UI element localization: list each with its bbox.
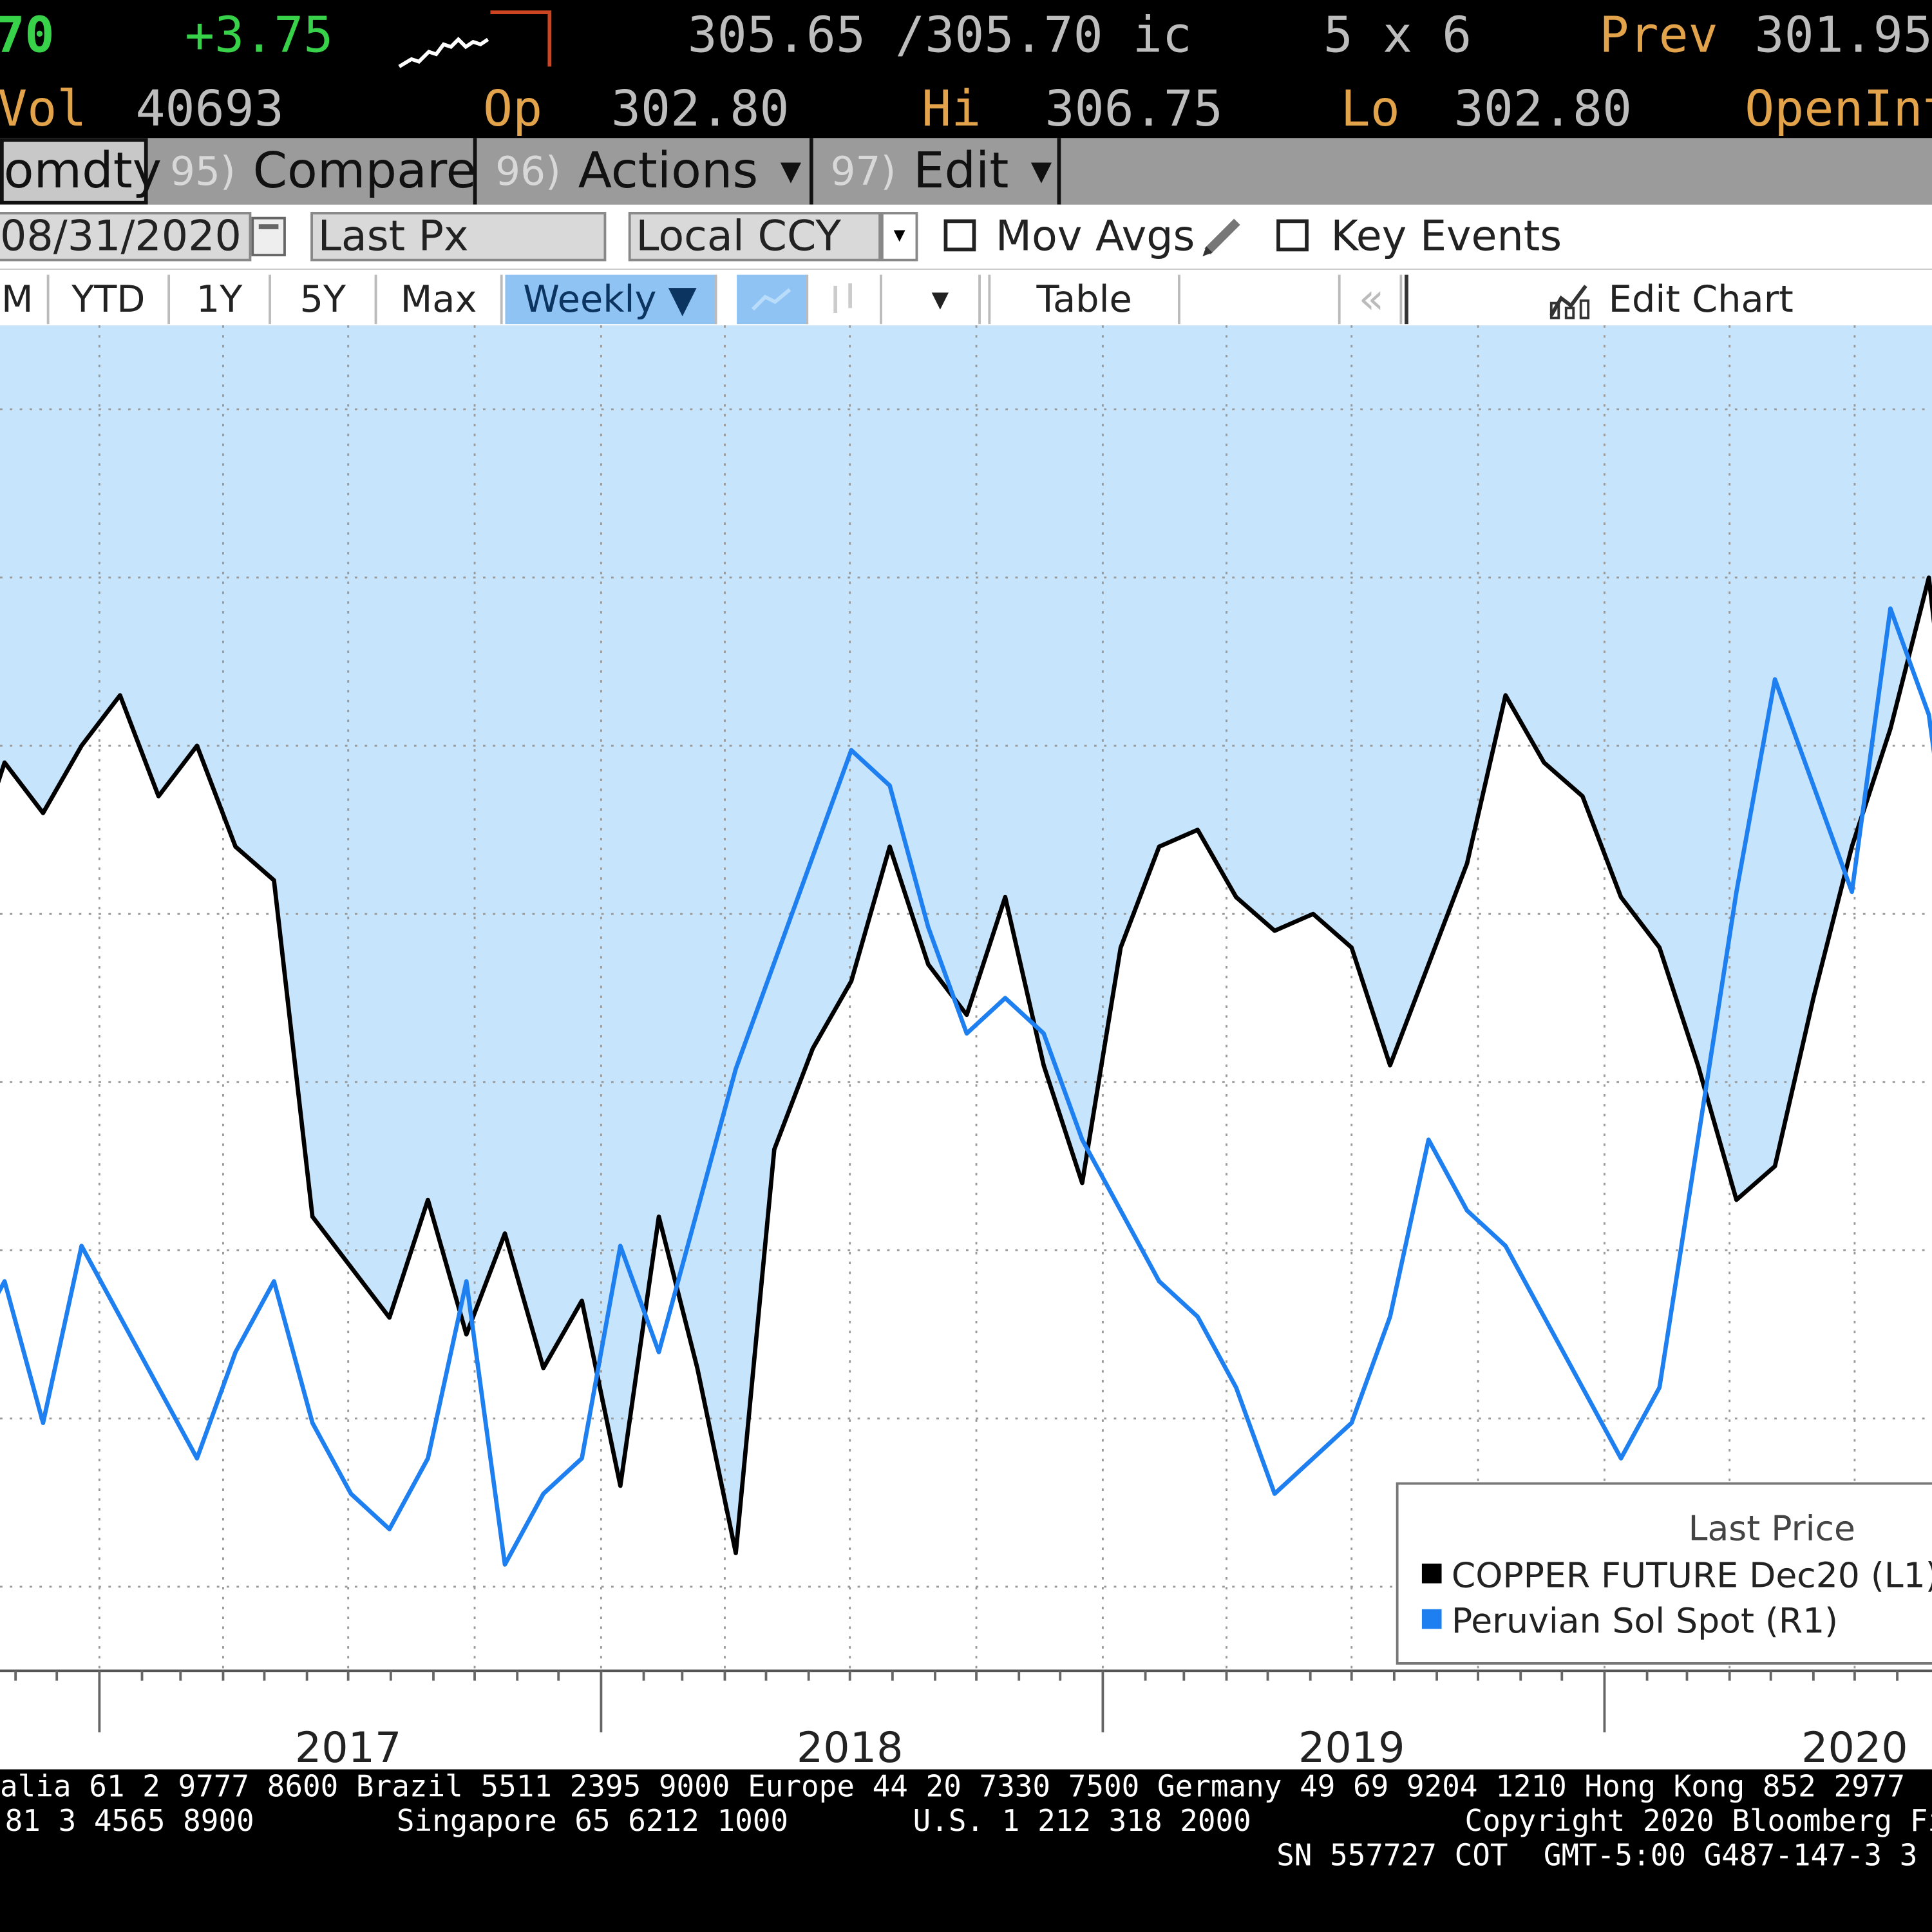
key-events-label: Key Events [1331,212,1562,261]
price-chart: 2017 2018 2019 2020 Last Price COPPER FUTUR… [0,325,1932,1770]
intraday-sparkline [398,10,552,68]
net-change: +3.75 [184,7,334,64]
mov-avgs-checkbox[interactable] [943,219,976,252]
date-field[interactable]: 08/31/2020 [0,212,252,261]
period-1y-button[interactable]: 1Y [170,274,271,325]
calendar-icon[interactable] [251,216,286,256]
edit-chart-icon [1550,285,1590,319]
table-button[interactable]: Table [988,274,1180,325]
period-5y-button[interactable]: 5Y [271,274,377,325]
security-tab-label: omdty [3,142,162,200]
x-axis-tick-label: 2019 [1298,1724,1405,1769]
legend-box [1396,1482,1932,1665]
high-label: Hi [922,81,981,138]
compare-button[interactable]: 95) Compare [170,138,477,204]
edit-number: 97) [830,147,896,195]
vol-label: Vol [0,81,87,138]
footer-session-info: SN 557727 COT GMT-5:00 G487-147-3 3 [1276,1838,1918,1873]
menu-divider [1057,138,1061,205]
period-ytd-button[interactable]: YTD [50,274,171,325]
period-max-button[interactable]: Max [377,274,503,325]
legend-swatch-sol [1421,1609,1442,1629]
compare-label: Compare [252,142,477,200]
prev-value: 301.95 [1754,7,1932,64]
x-axis-tick-label: 2018 [797,1724,904,1769]
gridlines [0,325,1932,1671]
actions-menu[interactable]: 96) Actions ▼ [495,138,801,204]
menu-divider [810,138,813,205]
blank-button [1180,274,1341,325]
currency-select[interactable]: Local CCY [628,212,881,261]
open-label: Op [482,81,543,138]
chevron-down-icon[interactable]: ▼ [880,212,918,261]
edit-chart-label: Edit Chart [1608,278,1794,321]
menu-divider [473,138,477,205]
x-axis: 2017 2018 2019 2020 [14,1671,1908,1769]
vol-value: 40693 [135,81,284,138]
x-axis-tick-label: 2020 [1801,1724,1908,1769]
low-value: 302.80 [1454,81,1633,138]
pencil-icon[interactable] [1200,214,1245,259]
key-events-checkbox[interactable] [1276,219,1309,252]
line-chart-icon[interactable] [737,274,809,325]
bar-chart-icon[interactable] [808,274,882,325]
period-bar: M YTD 1Y 5Y Max Weekly ▼ ▼ Table « Edit … [0,269,1932,327]
edit-menu[interactable]: 97) Edit ▼ [831,138,1052,204]
mov-avgs-label: Mov Avgs [995,212,1195,261]
last-price: 70 [0,7,55,64]
compare-number: 95) [170,147,236,195]
actions-number: 96) [495,147,561,195]
prev-label: Prev [1599,7,1718,64]
price-field-select[interactable]: Last Px [310,212,607,261]
x-axis-tick-label: 2017 [295,1724,402,1769]
settings-bar: 08/31/2020 Last Px Local CCY ▼ Mov Avgs … [0,204,1932,269]
open-value: 302.80 [611,81,790,138]
high-value: 306.75 [1045,81,1223,138]
openint-label: OpenInt [1745,81,1932,138]
collapse-button[interactable]: « [1343,274,1403,325]
legend-title: Last Price [1689,1508,1855,1549]
edit-chart-button[interactable]: Edit Chart [1405,274,1932,325]
sol-series-line [0,606,1932,1567]
low-label: Lo [1340,81,1400,138]
legend-swatch-copper [1421,1563,1442,1584]
footer-contacts-line2: 81 3 4565 8900 Singapore 65 6212 1000 U.… [5,1804,1932,1839]
footer-contacts-line1: alia 61 2 9777 8600 Brazil 5511 2395 900… [0,1769,1906,1804]
period-m-button[interactable]: M [0,274,50,325]
frequency-select[interactable]: Weekly ▼ [505,274,717,325]
x-axis-band [0,1671,1932,1770]
menu-bar: omdty 95) Compare 96) Actions ▼ 97) Edit… [0,138,1932,205]
actions-label: Actions [578,142,759,200]
copper-series-line [0,575,1932,1555]
bid-ask-size: 5 x 6 [1323,7,1472,64]
legend-label-sol: Peruvian Sol Spot (R1) [1452,1600,1838,1641]
chevron-down-icon: ▼ [1030,156,1052,187]
chevron-down-icon: ▼ [780,156,802,187]
chevron-down-icon[interactable]: ▼ [902,274,981,325]
legend-label-copper: COPPER FUTURE Dec20 (L1) [1452,1555,1932,1595]
spread-fill-area [0,325,1932,1553]
security-tab[interactable]: omdty [0,138,162,205]
bid-ask: 305.65 /305.70 ic [687,7,1192,64]
edit-label: Edit [913,142,1009,200]
legend: Last Price COPPER FUTURE Dec20 (L1) Peru… [1396,1482,1932,1665]
